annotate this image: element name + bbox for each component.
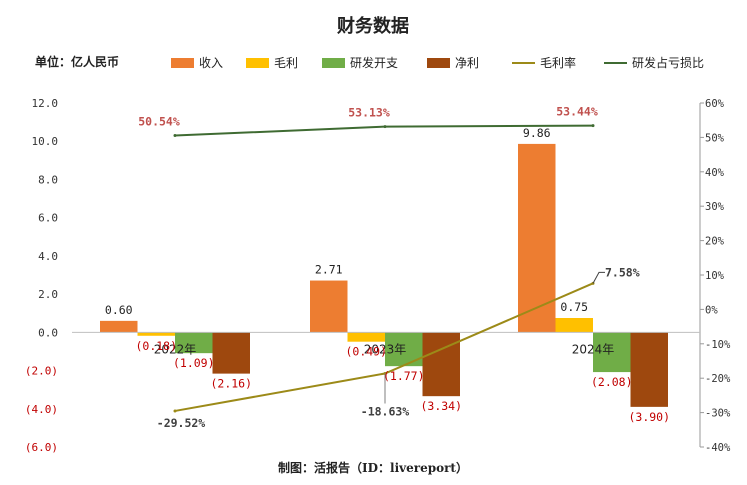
left-tick-label: 8.0 bbox=[38, 173, 58, 186]
unit-label: 单位：亿人民币 bbox=[35, 54, 119, 69]
left-tick-label: 10.0 bbox=[32, 135, 59, 148]
legend-swatch bbox=[427, 58, 450, 68]
right-tick-label: 40% bbox=[705, 167, 725, 179]
bars bbox=[100, 143, 668, 407]
right-tick-label: 60% bbox=[705, 98, 725, 110]
left-tick-label: 2.0 bbox=[38, 288, 58, 301]
legend-label: 毛利 bbox=[274, 56, 298, 70]
bar-data-label: (2.16) bbox=[210, 377, 252, 391]
bar-2022-s3 bbox=[212, 332, 250, 374]
legend-swatch bbox=[246, 58, 269, 68]
bar-2023-s0 bbox=[310, 280, 348, 333]
right-tick-label: 20% bbox=[705, 236, 725, 248]
bar-data-label: 2.71 bbox=[315, 263, 343, 277]
line-data-label: 50.54% bbox=[138, 115, 180, 129]
line-point-1 bbox=[173, 134, 177, 138]
bar-2024-s1 bbox=[555, 318, 593, 333]
right-tick-label: -40% bbox=[705, 442, 731, 454]
right-tick-label: 10% bbox=[705, 270, 725, 282]
source-note: 制图：活报告（ID：livereport） bbox=[278, 460, 468, 475]
legend: 收入 毛利 研发开支 净利 毛利率 研发占亏损比 bbox=[171, 55, 704, 70]
legend-label: 毛利率 bbox=[540, 55, 576, 70]
bar-data-label: (0.18) bbox=[135, 339, 177, 353]
leader-line bbox=[592, 271, 605, 284]
right-tick-label: -10% bbox=[705, 339, 731, 351]
bar-data-label: (3.90) bbox=[628, 410, 670, 424]
legend-swatch bbox=[322, 58, 345, 68]
right-axis: 60% 50% 40% 30% 20% 10% 0% -10% -20% -30% -40% bbox=[699, 98, 731, 454]
bar-2022-s1 bbox=[137, 332, 175, 336]
line-point-1 bbox=[383, 125, 387, 129]
chart-title: 财务数据 bbox=[337, 15, 409, 37]
left-tick-label: 6.0 bbox=[38, 212, 58, 225]
bar-data-label: (1.77) bbox=[383, 369, 425, 383]
left-tick-label: 4.0 bbox=[38, 250, 58, 263]
bar-2022-s0 bbox=[100, 320, 138, 333]
bar-2024-s0 bbox=[518, 143, 556, 333]
line-point-0 bbox=[173, 409, 177, 413]
bar-2024-s2 bbox=[593, 332, 631, 373]
bar-data-label: 0.60 bbox=[105, 303, 133, 317]
bar-data-label: 0.75 bbox=[560, 300, 588, 314]
legend-label: 研发占亏损比 bbox=[632, 55, 704, 70]
bar-data-label: (3.34) bbox=[420, 399, 462, 413]
left-tick-label: 12.0 bbox=[32, 97, 59, 110]
data-labels: 0.60 2.71 9.86 (0.18) (0.49) 0.75 (1.09) (1.77)… bbox=[105, 105, 670, 430]
category-label: 2024年 bbox=[572, 342, 615, 356]
left-tick-label: 0.0 bbox=[38, 326, 58, 339]
line-data-label: 53.13% bbox=[348, 106, 390, 120]
bar-2023-s1 bbox=[347, 332, 385, 342]
legend-label: 净利 bbox=[455, 56, 479, 70]
line-data-label: 53.44% bbox=[556, 105, 598, 119]
legend-label: 研发开支 bbox=[350, 55, 398, 70]
bar-2023-s3 bbox=[422, 332, 460, 397]
bar-2022-s2 bbox=[175, 332, 213, 354]
line-point-1 bbox=[591, 124, 595, 128]
legend-swatch bbox=[171, 58, 194, 68]
right-tick-label: 30% bbox=[705, 201, 725, 213]
bar-data-label: (0.49) bbox=[345, 345, 387, 359]
line-data-label: 7.58% bbox=[605, 265, 640, 279]
left-tick-label: (2.0) bbox=[25, 365, 58, 378]
bar-data-label: 9.86 bbox=[523, 126, 551, 140]
category-label: 2022年 bbox=[154, 342, 197, 356]
category-label: 2023年 bbox=[364, 342, 407, 356]
legend-label: 收入 bbox=[199, 56, 223, 70]
left-axis: 12.0 10.0 8.0 6.0 4.0 2.0 0.0 (2.0) (4.0) (6.0) bbox=[25, 97, 58, 454]
bar-data-label: (1.09) bbox=[173, 356, 215, 370]
line-data-label: -29.52% bbox=[157, 416, 206, 430]
line-data-label: -18.63% bbox=[361, 404, 410, 418]
right-tick-label: 0% bbox=[705, 304, 718, 316]
right-tick-label: -20% bbox=[705, 373, 731, 385]
left-tick-label: (4.0) bbox=[25, 403, 58, 416]
right-tick-label: 50% bbox=[705, 132, 725, 144]
right-tick-label: -30% bbox=[705, 408, 731, 420]
category-labels: 2022年 2023年 2024年 bbox=[154, 342, 615, 356]
left-tick-label: (6.0) bbox=[25, 441, 58, 454]
bar-data-label: (2.08) bbox=[591, 375, 633, 389]
bar-2024-s3 bbox=[630, 332, 668, 407]
